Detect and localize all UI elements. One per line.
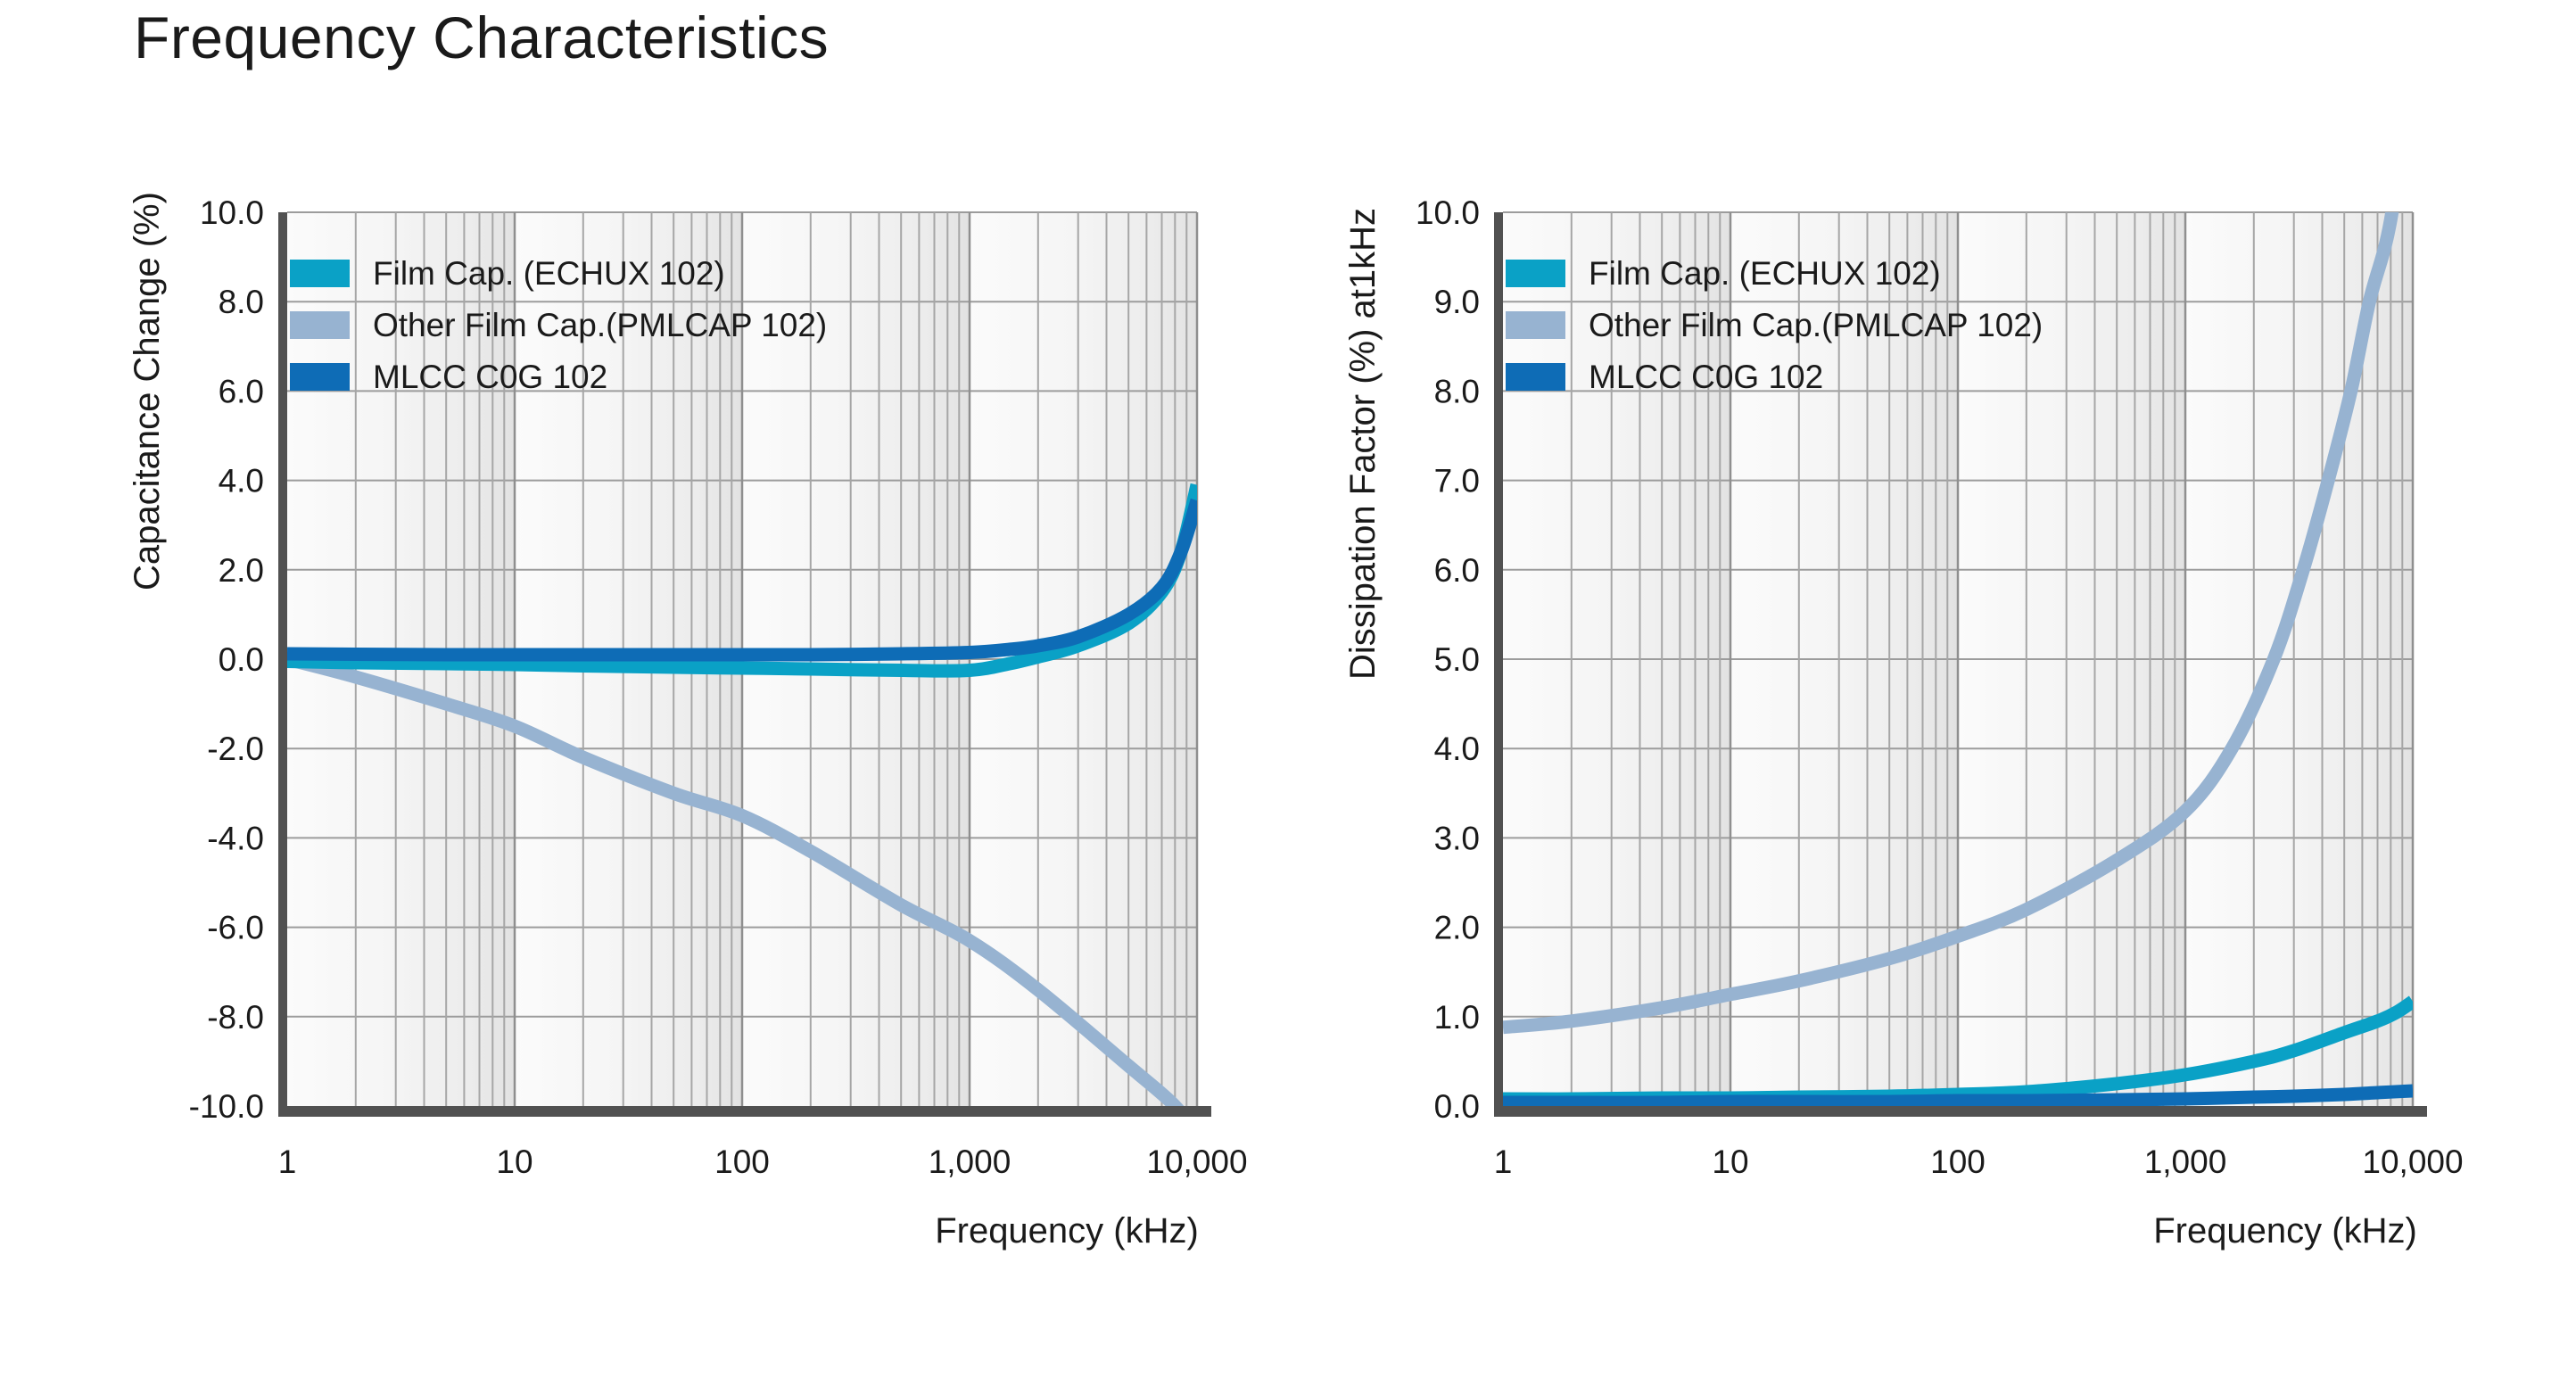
x-tick-label: 10,000 (2362, 1143, 2463, 1180)
y-axis-title-capacitance: Capacitance Change (%) (128, 192, 167, 590)
x-tick-label: 1 (1494, 1143, 1513, 1180)
legend-label-0: Film Cap. (ECHUX 102) (1589, 255, 1941, 292)
y-tick-label: 8.0 (1434, 373, 1480, 409)
series-curve-1 (1503, 212, 2399, 1035)
y-tick-label: -2.0 (207, 731, 264, 767)
y-tick-label: 3.0 (1434, 820, 1480, 856)
series-curve-2 (287, 498, 1197, 662)
legend-label-2: MLCC C0G 102 (1589, 359, 1823, 395)
y-tick-label: -6.0 (207, 910, 264, 946)
x-tick-label: 1 (278, 1143, 297, 1180)
y-tick-label: -8.0 (207, 999, 264, 1036)
y-tick-label: 6.0 (219, 373, 264, 409)
x-tick-label: 10 (1712, 1143, 1748, 1180)
x-tick-label: 1,000 (929, 1143, 1011, 1180)
x-tick-label: 1,000 (2144, 1143, 2227, 1180)
y-axis-bar (278, 212, 287, 1117)
legend-swatch-1 (1506, 311, 1565, 339)
y-tick-label: 9.0 (1434, 284, 1480, 320)
legend-swatch-0 (1506, 260, 1565, 287)
y-tick-label: -10.0 (189, 1088, 264, 1125)
series-curve-1 (287, 652, 1185, 1106)
legend-swatch-2 (1506, 363, 1565, 391)
legend-label-2: MLCC C0G 102 (373, 359, 607, 395)
y-tick-label: 2.0 (219, 552, 264, 589)
x-axis-bar (278, 1106, 1211, 1117)
legend-label-1: Other Film Cap.(PMLCAP 102) (373, 307, 827, 343)
y-tick-label: 10.0 (200, 194, 264, 231)
y-axis-bar (1494, 212, 1503, 1117)
series-curve-0 (287, 483, 1197, 678)
series-curve-2 (1503, 1084, 2413, 1106)
y-tick-label: 0.0 (219, 641, 264, 678)
y-tick-label: 1.0 (1434, 999, 1480, 1036)
x-tick-label: 100 (714, 1143, 770, 1180)
legend-swatch-0 (290, 260, 350, 287)
x-tick-label: 100 (1930, 1143, 1986, 1180)
legend-swatch-2 (290, 363, 350, 391)
x-axis-bar (1494, 1106, 2427, 1117)
y-tick-label: 10.0 (1416, 194, 1480, 231)
y-tick-label: 6.0 (1434, 552, 1480, 589)
legend-label-0: Film Cap. (ECHUX 102) (373, 255, 725, 292)
y-tick-label: 8.0 (219, 284, 264, 320)
legend-label-1: Other Film Cap.(PMLCAP 102) (1589, 307, 2043, 343)
y-tick-label: 5.0 (1434, 641, 1480, 678)
y-tick-label: -4.0 (207, 820, 264, 856)
y-tick-label: 4.0 (1434, 731, 1480, 767)
y-tick-label: 2.0 (1434, 910, 1480, 946)
y-tick-label: 4.0 (219, 463, 264, 499)
page-title: Frequency Characteristics (134, 4, 830, 70)
y-axis-title-dissipation: Dissipation Factor (%) at1kHz (1343, 207, 1383, 680)
legend-swatch-1 (290, 311, 350, 339)
y-tick-label: 0.0 (1434, 1088, 1480, 1125)
x-tick-label: 10 (496, 1143, 533, 1180)
x-axis-title-right: Frequency (kHz) (2153, 1211, 2417, 1251)
y-tick-label: 7.0 (1434, 463, 1480, 499)
x-axis-title-left: Frequency (kHz) (935, 1211, 1199, 1251)
x-tick-label: 10,000 (1146, 1143, 1247, 1180)
